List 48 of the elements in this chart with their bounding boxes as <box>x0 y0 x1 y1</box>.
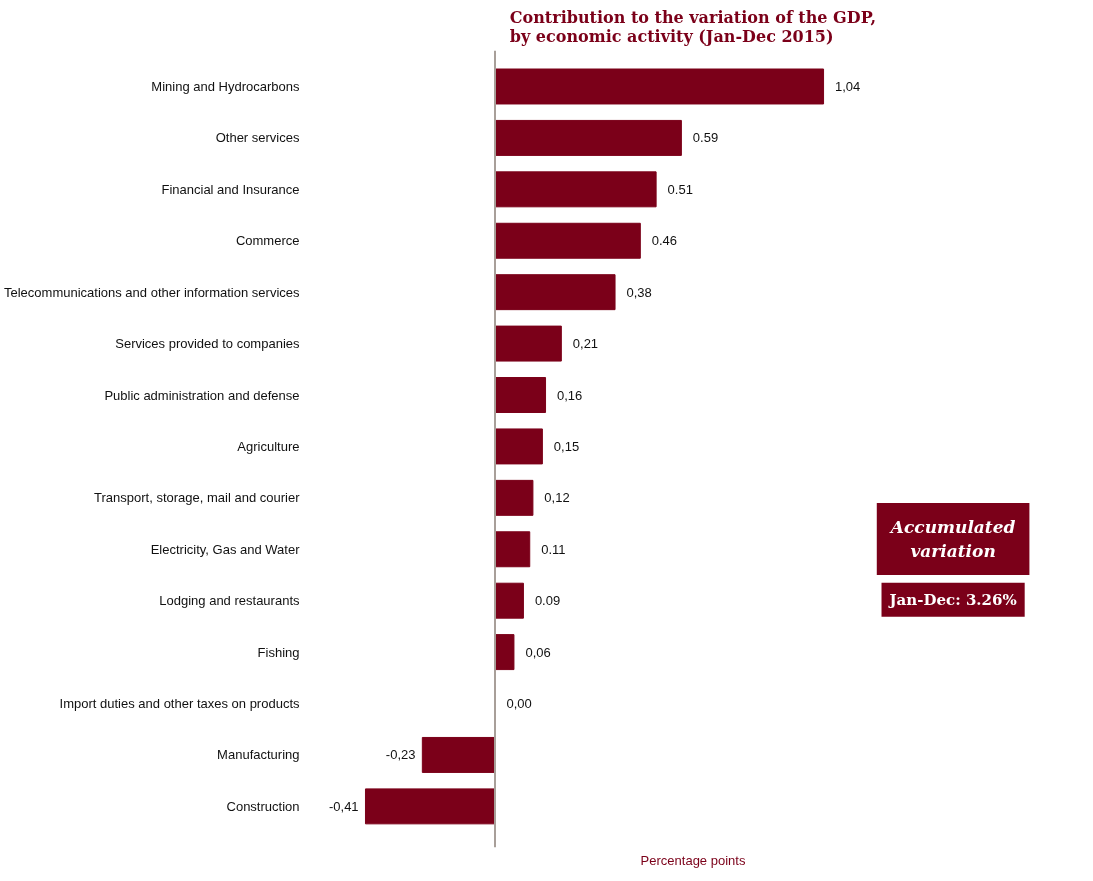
bar <box>494 531 531 568</box>
bar <box>364 788 496 825</box>
y-tick-label: Public administration and defense <box>104 387 300 403</box>
data-label: 0,16 <box>557 387 583 403</box>
y-tick-label: Agriculture <box>237 438 300 454</box>
y-tick-label: Construction <box>226 798 300 814</box>
data-label: 0.09 <box>534 593 561 609</box>
data-label: 0,00 <box>506 696 532 712</box>
data-label: -0,23 <box>385 747 416 763</box>
y-tick-label: Financial and Insurance <box>161 181 300 197</box>
data-label: 0,38 <box>626 284 652 300</box>
data-label: 0,15 <box>553 438 580 454</box>
text: Jan-Dec: 3.26% <box>887 590 1017 609</box>
data-label: 0.11 <box>541 541 566 557</box>
bar <box>494 582 524 619</box>
data-label: 0.46 <box>651 233 678 249</box>
y-tick-label: Manufacturing <box>217 747 300 763</box>
data-label: 0,21 <box>572 336 599 352</box>
data-label: -0,41 <box>328 798 359 814</box>
y-tick-label: Commerce <box>235 233 300 249</box>
data-label: 1,04 <box>835 78 861 94</box>
bar <box>494 119 682 156</box>
bar <box>494 377 547 413</box>
text: Accumulated variation <box>888 516 1016 561</box>
y-tick-label: Telecommunications and other information services <box>3 284 300 300</box>
chart-title: Contribution to the variation of the GDP, by economic activity (Jan-Dec 2015) <box>509 7 877 46</box>
bar <box>494 428 543 465</box>
bar <box>421 736 496 773</box>
y-tick-label: Mining and Hydrocarbons <box>151 78 300 94</box>
bar <box>494 325 562 362</box>
y-tick-label: Lodging and restaurants <box>159 593 300 609</box>
bar <box>494 634 515 671</box>
data-label: 0.51 <box>667 181 693 197</box>
bar <box>494 274 616 311</box>
x-axis-title: Percentage points <box>640 852 746 868</box>
y-tick-label: Import duties and other taxes on products <box>59 696 300 712</box>
data-label: 0,06 <box>525 644 551 660</box>
bar <box>494 479 534 516</box>
y-tick-label: Other services <box>215 130 300 146</box>
bar <box>494 68 825 105</box>
data-label: 0,12 <box>544 490 570 506</box>
y-tick-label: Services provided to companies <box>115 336 300 352</box>
bar <box>494 171 657 208</box>
data-label: 0.59 <box>692 130 719 146</box>
bar <box>494 222 641 259</box>
y-tick-label: Transport, storage, mail and courier <box>94 490 301 506</box>
y-tick-label: Fishing <box>257 644 300 660</box>
y-tick-label: Electricity, Gas and Water <box>150 541 301 557</box>
